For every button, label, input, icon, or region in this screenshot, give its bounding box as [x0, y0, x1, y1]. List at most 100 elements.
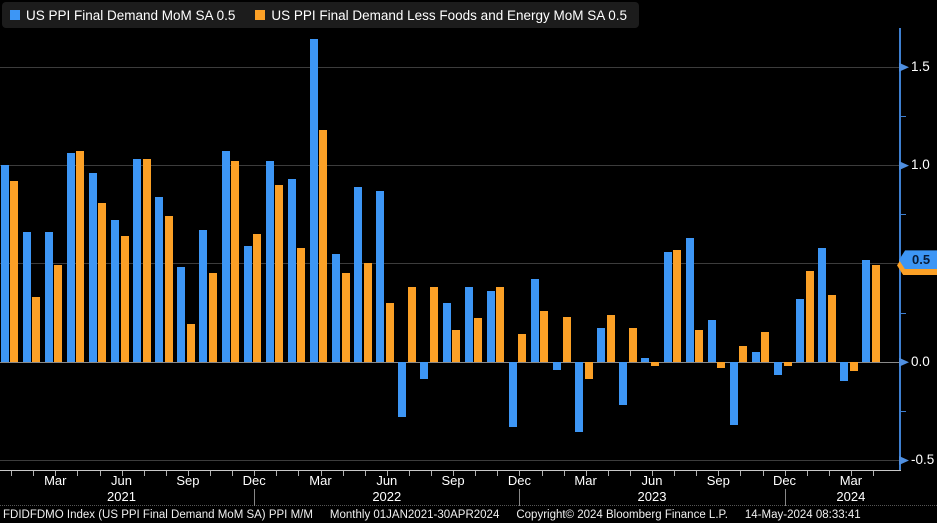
bar-headline-Feb-2024: [818, 247, 827, 362]
bar-core-Feb-2024: [827, 294, 836, 362]
bar-core-Apr-2023: [606, 314, 615, 362]
x-month-tick: [828, 471, 830, 476]
bar-headline-May-2022: [354, 186, 363, 362]
x-month-tick: [342, 471, 344, 476]
bar-headline-Nov-2021: [221, 151, 230, 362]
bar-headline-Aug-2023: [685, 237, 694, 362]
x-axis-label-Sep-: Sep: [176, 473, 200, 488]
x-month-tick: [33, 471, 35, 476]
bar-core-Jul-2023: [673, 249, 681, 362]
bar-core-Mar-2022: [319, 129, 328, 362]
x-month-tick: [607, 471, 609, 476]
bar-headline-Jun-2022: [376, 190, 385, 362]
legend-label: US PPI Final Demand MoM SA 0.5: [26, 7, 236, 23]
footer-periodicity-range: Monthly 01JAN2021-30APR2024: [329, 508, 500, 521]
bar-headline-Dec-2023: [774, 361, 782, 376]
y-major-tick-icon: [899, 456, 909, 465]
x-month-tick: [210, 471, 211, 476]
x-month-tick: [541, 471, 543, 476]
bar-core-Apr-2024: [871, 265, 880, 362]
x-month-tick: [431, 471, 432, 476]
bar-headline-Aug-2022: [420, 361, 429, 380]
x-month-tick: [165, 471, 167, 476]
x-axis-year-label-2021: 2021: [107, 489, 136, 504]
gridline-0.0: [0, 361, 899, 363]
bar-headline-Jan-2022: [265, 161, 274, 362]
bar-headline-Feb-2021: [22, 231, 31, 362]
y-axis-label-0.0: 0.0: [911, 353, 930, 369]
bar-core-May-2023: [628, 328, 637, 362]
bar-core-Feb-2023: [562, 316, 571, 362]
bar-core-Jan-2021: [10, 180, 18, 362]
bar-headline-Jun-2021: [111, 220, 119, 362]
x-month-tick: [873, 471, 874, 476]
year-separator-line: [519, 489, 521, 506]
bar-headline-Apr-2023: [597, 328, 606, 362]
bar-headline-Feb-2022: [287, 178, 296, 362]
bar-headline-Mar-2024: [840, 361, 849, 382]
x-axis-label-Dec-: Dec: [242, 473, 266, 488]
x-month-tick: [232, 471, 234, 476]
bar-core-Oct-2022: [474, 318, 483, 362]
bar-headline-Aug-2021: [155, 196, 164, 362]
bar-headline-Nov-2023: [751, 351, 760, 362]
gridline--0.5: [0, 460, 899, 461]
x-month-tick: [762, 471, 764, 476]
bar-headline-May-2023: [619, 361, 628, 405]
bar-core-Dec-2022: [518, 334, 527, 362]
x-month-tick: [629, 471, 631, 476]
bar-headline-Apr-2022: [332, 253, 340, 362]
bar-headline-Jul-2022: [398, 361, 407, 417]
x-month-tick: [740, 471, 742, 476]
bar-headline-Jan-2021: [0, 165, 9, 362]
y-minor-tick: [899, 410, 906, 412]
x-axis-label-Mar-: Mar: [44, 473, 67, 488]
x-axis-label-Dec-: Dec: [507, 473, 531, 488]
bar-core-Mar-2024: [849, 361, 858, 372]
x-month-tick: [187, 471, 189, 476]
x-month-tick: [718, 471, 720, 476]
bar-core-Aug-2022: [429, 287, 438, 362]
x-month-tick: [519, 471, 521, 476]
bar-core-Apr-2021: [76, 151, 85, 362]
last-value-badge-blue: 0.5: [899, 250, 937, 270]
bar-headline-Mar-2023: [575, 361, 584, 433]
bar-headline-Nov-2022: [486, 290, 495, 362]
legend-item-ppi-core[interactable]: US PPI Final Demand Less Foods and Energ…: [255, 8, 627, 23]
plot-area[interactable]: [0, 0, 899, 470]
bar-core-Jan-2024: [805, 271, 814, 362]
chart-legend: US PPI Final Demand MoM SA 0.5 US PPI Fi…: [2, 2, 640, 28]
y-major-tick-icon: [899, 161, 909, 171]
bar-headline-Oct-2022: [464, 287, 473, 362]
bar-headline-Jan-2023: [530, 279, 539, 362]
x-axis-label-Mar-: Mar: [309, 473, 332, 488]
x-axis-label-Dec-: Dec: [772, 473, 797, 488]
bar-core-Jul-2021: [142, 159, 151, 362]
x-month-tick: [364, 471, 366, 476]
x-month-tick: [652, 471, 653, 476]
orange-series-swatch-icon: [255, 10, 266, 20]
bar-headline-Apr-2024: [862, 259, 871, 362]
x-month-tick: [386, 471, 388, 476]
x-month-tick: [77, 471, 79, 476]
bar-headline-Jul-2023: [663, 251, 672, 362]
x-month-tick: [121, 471, 123, 476]
x-month-tick: [276, 471, 278, 476]
x-axis-label-Jun-2023: Jun: [641, 473, 663, 488]
x-month-tick: [497, 471, 499, 476]
y-minor-tick: [899, 312, 906, 314]
bar-core-Mar-2023: [584, 361, 593, 380]
bar-headline-Oct-2023: [729, 361, 738, 425]
legend-item-ppi-final-demand[interactable]: US PPI Final Demand MoM SA 0.5: [10, 8, 235, 23]
bar-core-Dec-2023: [783, 361, 792, 366]
bar-core-Oct-2021: [208, 273, 217, 362]
y-axis-label--0.5: -0.5: [911, 452, 935, 467]
year-separator-line: [254, 489, 256, 506]
x-month-tick: [674, 471, 675, 476]
bar-headline-Oct-2021: [199, 230, 208, 362]
x-axis-label-Jun-2022: Jun: [376, 473, 398, 488]
bar-headline-Dec-2022: [508, 361, 517, 427]
x-month-tick: [55, 471, 57, 476]
y-axis-label-1.0: 1.0: [911, 157, 930, 173]
bar-headline-Mar-2021: [44, 231, 53, 362]
